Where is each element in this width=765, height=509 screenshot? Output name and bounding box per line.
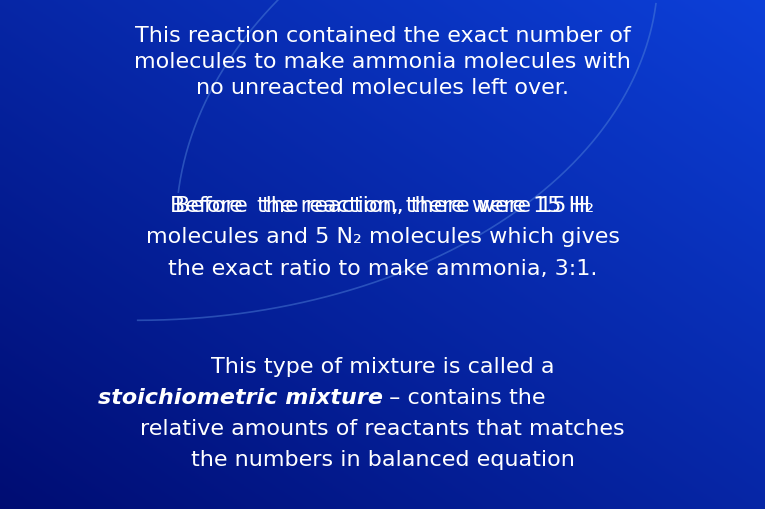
Text: stoichiometric mixture: stoichiometric mixture: [97, 387, 382, 407]
Text: relative amounts of reactants that matches: relative amounts of reactants that match…: [140, 418, 625, 438]
Text: This type of mixture is called a: This type of mixture is called a: [210, 356, 555, 376]
Text: Before  the reaction, there were 15 H₂: Before the reaction, there were 15 H₂: [171, 196, 594, 216]
Text: – contains the: – contains the: [382, 387, 546, 407]
Text: Before  the reaction, there were 15 H: Before the reaction, there were 15 H: [175, 196, 590, 216]
Text: molecules and 5 N₂ molecules which gives: molecules and 5 N₂ molecules which gives: [145, 227, 620, 247]
Text: the numbers in balanced equation: the numbers in balanced equation: [190, 449, 575, 469]
Text: This reaction contained the exact number of
molecules to make ammonia molecules : This reaction contained the exact number…: [134, 25, 631, 98]
Text: the exact ratio to make ammonia, 3:1.: the exact ratio to make ammonia, 3:1.: [168, 258, 597, 278]
